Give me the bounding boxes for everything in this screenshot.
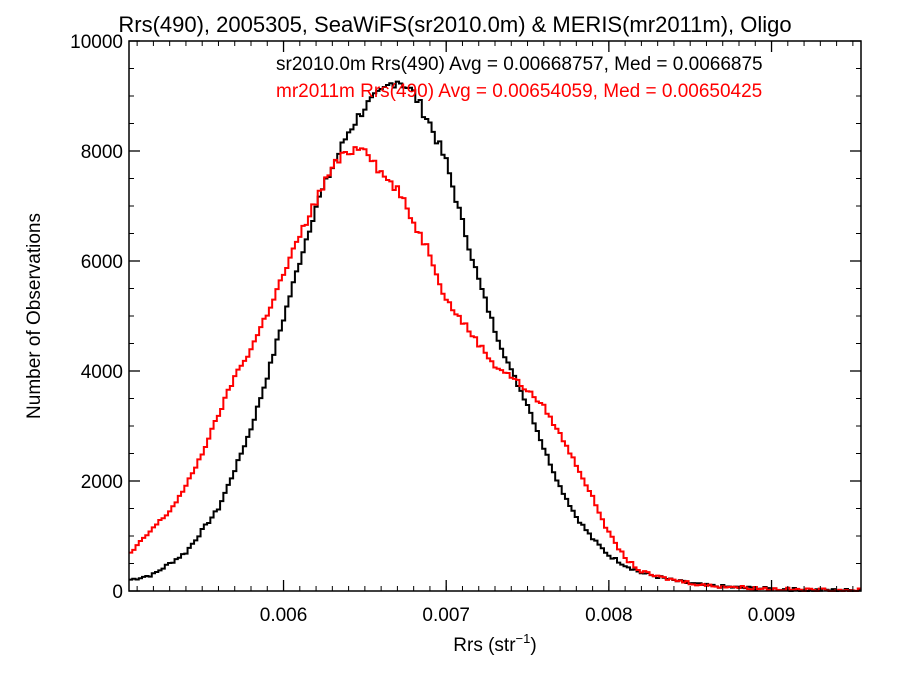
x-axis-label-suffix: ) [530, 635, 536, 656]
legend-entry-sr2010: sr2010.0m Rrs(490) Avg = 0.00668757, Med… [276, 54, 763, 75]
x-tick-label: 0.006 [260, 605, 308, 626]
plot-area: 0.006 0.007 0.008 0.009 0 2000 4000 6000 8000 10… [70, 32, 862, 626]
x-axis-label-superscript: −1 [516, 631, 531, 646]
chart-title: Rrs(490), 2005305, SeaWiFS(sr2010.0m) & … [118, 12, 791, 37]
legend-entry-mr2011m: mr2011m Rrs(490) Avg = 0.00654059, Med =… [276, 81, 762, 102]
x-tick-label: 0.009 [748, 605, 796, 626]
y-tick-label: 2000 [81, 472, 123, 493]
y-tick-label: 4000 [81, 362, 123, 383]
y-tick-label: 6000 [81, 252, 123, 273]
y-tick-label: 10000 [70, 32, 123, 53]
plot-frame [128, 40, 862, 592]
x-axis-label-main: Rrs (str [453, 635, 516, 656]
x-tick-label: 0.008 [585, 605, 633, 626]
y-axis-label: Number of Observations [24, 213, 45, 419]
series-layer [129, 80, 861, 592]
series-line-mr2011m [129, 146, 861, 592]
x-tick-label: 0.007 [422, 605, 470, 626]
y-tick-label: 8000 [81, 142, 123, 163]
y-tick-label: 0 [112, 582, 123, 603]
x-axis: 0.006 0.007 0.008 0.009 [136, 41, 854, 626]
y-axis: 0 2000 4000 6000 8000 10000 [70, 32, 861, 603]
series-line-sr2010-0m [129, 80, 861, 592]
x-axis-label: Rrs (str−1) [453, 631, 536, 656]
